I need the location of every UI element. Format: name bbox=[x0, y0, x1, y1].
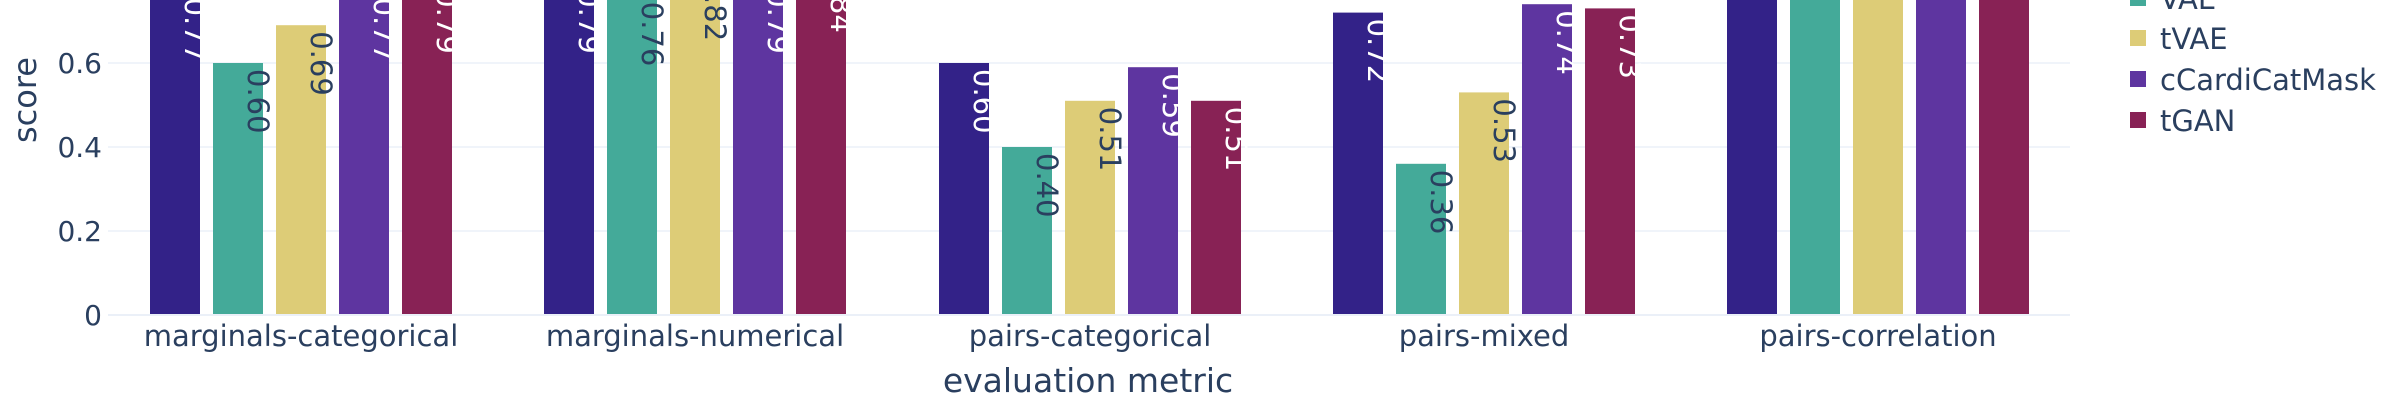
bar bbox=[150, 0, 200, 315]
bar-value-label: 0.53 bbox=[1487, 98, 1521, 163]
bar bbox=[1979, 0, 2029, 315]
y-tick-label: 0.6 bbox=[57, 47, 102, 80]
y-tick-label: 0.2 bbox=[57, 215, 102, 248]
bar-value-label: 0.69 bbox=[304, 31, 338, 96]
axes: 0 0.2 0.4 0.6 marginals-categorical marginals… bbox=[57, 47, 2070, 353]
bar bbox=[1585, 8, 1635, 316]
y-tick-label: 0.4 bbox=[57, 131, 102, 164]
bar bbox=[1522, 4, 1572, 315]
bar-value-label: 0.60 bbox=[241, 69, 275, 134]
bar-value-label: 0.60 bbox=[967, 69, 1001, 134]
bar bbox=[796, 0, 846, 315]
bar bbox=[1002, 147, 1052, 315]
bar bbox=[670, 0, 720, 315]
bar bbox=[1459, 92, 1509, 316]
x-tick-label: pairs-mixed bbox=[1399, 319, 1570, 353]
x-tick-label: pairs-correlation bbox=[1759, 319, 1996, 353]
bar-value-label: 0.84 bbox=[824, 0, 858, 33]
y-axis-title: score bbox=[6, 57, 44, 143]
bar-value-label: 0.79 bbox=[761, 0, 795, 54]
legend-label: tVAE bbox=[2160, 22, 2228, 56]
bar-value-label: 0.79 bbox=[572, 0, 606, 54]
bar bbox=[1916, 0, 1966, 315]
bar bbox=[276, 25, 326, 315]
bar bbox=[1333, 12, 1383, 315]
legend-swatch bbox=[2130, 0, 2146, 6]
legend-label: tGAN bbox=[2160, 104, 2235, 138]
bar-value-label: 0.73 bbox=[1613, 14, 1647, 79]
bar-value-label: 0.82 bbox=[698, 0, 732, 41]
bar bbox=[1128, 67, 1178, 315]
bar bbox=[544, 0, 594, 315]
bar-value-label: 0.77 bbox=[367, 0, 401, 62]
bar bbox=[1191, 100, 1241, 315]
bar-value-label: 0.74 bbox=[1550, 10, 1584, 75]
bar bbox=[939, 63, 989, 315]
legend: VAE tVAE cCardiCatMask tGAN bbox=[2130, 0, 2376, 138]
bar-value-label: 0.76 bbox=[635, 2, 669, 67]
x-tick-label: marginals-numerical bbox=[546, 319, 844, 353]
bar bbox=[1396, 163, 1446, 315]
bar-value-label: 0.79 bbox=[430, 0, 464, 54]
bar bbox=[402, 0, 452, 315]
bar-value-label: 0.40 bbox=[1030, 153, 1064, 218]
bar bbox=[1065, 100, 1115, 315]
bar-value-label: 0.51 bbox=[1219, 107, 1253, 172]
bar-value-label: 0.36 bbox=[1424, 170, 1458, 235]
legend-swatch bbox=[2130, 30, 2146, 46]
bar bbox=[1853, 0, 1903, 315]
legend-swatch bbox=[2130, 112, 2146, 128]
bar-value-label: 0.59 bbox=[1156, 73, 1190, 138]
x-axis-title: evaluation metric bbox=[943, 361, 1233, 400]
bar bbox=[1727, 0, 1777, 315]
bar-value-labels: 0.77 0.60 0.69 0.77 0.79 0.79 0.76 0.82 0.79 0.84… bbox=[178, 0, 1647, 234]
legend-label: VAE bbox=[2160, 0, 2216, 16]
bar-value-label: 0.51 bbox=[1093, 107, 1127, 172]
bar bbox=[213, 63, 263, 315]
x-tick-label: pairs-categorical bbox=[969, 319, 1212, 353]
bars bbox=[150, 0, 2029, 316]
bar bbox=[733, 0, 783, 315]
bar-value-label: 0.77 bbox=[178, 0, 212, 62]
bar bbox=[1790, 0, 1840, 315]
legend-swatch bbox=[2130, 71, 2146, 87]
bar bbox=[607, 0, 657, 316]
x-tick-label: marginals-categorical bbox=[144, 319, 459, 353]
bar-value-label: 0.72 bbox=[1361, 19, 1395, 84]
legend-label: cCardiCatMask bbox=[2160, 63, 2376, 97]
y-tick-label: 0 bbox=[84, 299, 102, 332]
bar bbox=[339, 0, 389, 315]
